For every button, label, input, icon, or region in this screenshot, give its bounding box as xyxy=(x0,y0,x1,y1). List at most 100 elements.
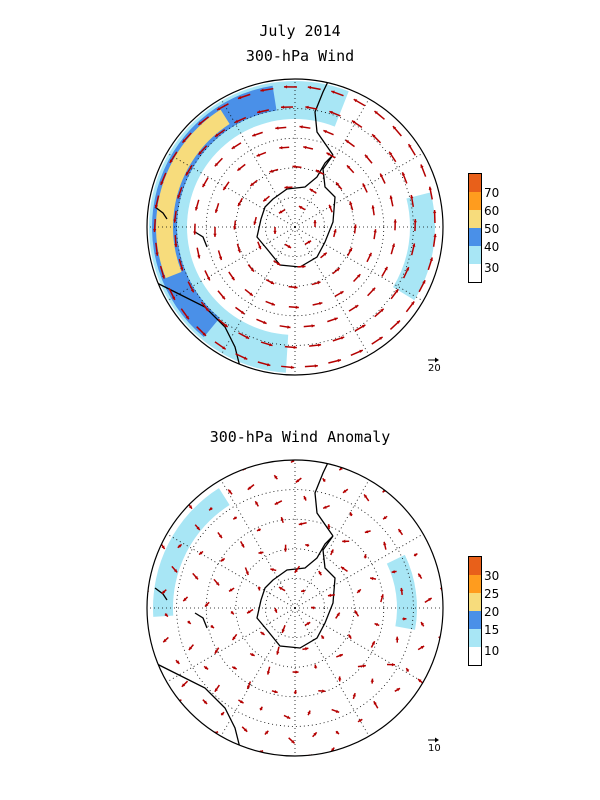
wind-vector-head xyxy=(342,489,347,493)
wind-vector-head xyxy=(205,603,209,607)
meridian-line xyxy=(294,98,370,228)
colorbar-label: 10 xyxy=(484,644,500,658)
wind-vector-head xyxy=(258,245,262,250)
wind-vector-head xyxy=(337,358,341,363)
meridian-line xyxy=(220,607,296,737)
wind-vector-head xyxy=(204,666,209,670)
wind-vector-head xyxy=(293,345,297,349)
wind-vector-head xyxy=(233,666,237,670)
wind-vector xyxy=(202,486,207,491)
wind-vector-head xyxy=(298,206,303,210)
wind-vector-head xyxy=(299,125,303,129)
wind-vector-head xyxy=(335,730,339,735)
meridian-line xyxy=(166,226,296,302)
wind-vector-head xyxy=(379,336,383,341)
wind-vector-head xyxy=(229,588,233,592)
wind-vector-head xyxy=(250,268,254,272)
wind-vector-head xyxy=(194,721,198,726)
wind-vector-head xyxy=(322,689,326,693)
reference-vector-label: 10 xyxy=(428,743,441,754)
latitude-circle xyxy=(264,196,325,257)
wind-vector-head xyxy=(354,610,358,614)
wind-vector-head xyxy=(222,346,226,350)
wind-vector-head xyxy=(280,105,285,109)
colorbar-swatch xyxy=(469,174,481,192)
wind-vector-head xyxy=(274,609,278,613)
wind-vector-head xyxy=(222,469,227,474)
wind-vector-head xyxy=(327,524,331,528)
wind-vector-head xyxy=(391,663,396,667)
wind-vector-head xyxy=(202,332,206,336)
wind-vector-head xyxy=(412,243,416,247)
wind-vector xyxy=(317,460,322,461)
wind-vector-head xyxy=(357,589,361,593)
meridian-line xyxy=(220,479,296,609)
wind-vector-head xyxy=(233,226,237,230)
colorbar-label: 20 xyxy=(484,605,500,619)
wind-vector-head xyxy=(295,479,300,483)
wind-vector-head xyxy=(253,221,257,225)
colorbar-label: 25 xyxy=(484,587,500,601)
wind-vector-head xyxy=(188,505,192,509)
wind-vector-head xyxy=(257,110,261,114)
wind-vector-head xyxy=(256,527,261,532)
wind-vector-head xyxy=(278,210,283,214)
wind-vector xyxy=(167,520,173,526)
wind-vector-head xyxy=(206,276,210,281)
wind-vector-head xyxy=(163,638,167,643)
wind-vector-head xyxy=(368,252,372,257)
colorbar-swatch xyxy=(469,557,481,575)
wind-vector-head xyxy=(317,460,322,461)
wind-vector-head xyxy=(311,606,315,610)
wind-vector-head xyxy=(280,758,283,761)
wind-vector-head xyxy=(176,660,180,664)
wind-vector-head xyxy=(303,495,307,500)
wind-vector-head xyxy=(323,252,327,256)
wind-vector-head xyxy=(252,133,256,137)
reference-vector-label: 20 xyxy=(428,363,441,374)
wind-vector-head xyxy=(314,364,318,368)
wind-vector-head xyxy=(292,165,296,169)
wind-vector-head xyxy=(371,641,375,645)
wind-vector-head xyxy=(290,365,295,369)
wind-vector-head xyxy=(359,349,363,353)
wind-vector-head xyxy=(307,240,312,244)
wind-vector-head xyxy=(374,623,379,627)
wind-vector-head xyxy=(336,268,340,272)
colorbar-swatch xyxy=(469,647,481,665)
wind-vector-head xyxy=(418,679,422,683)
wind-vector xyxy=(147,564,152,569)
wind-vector-head xyxy=(298,522,303,526)
wind-vector-head xyxy=(314,664,318,668)
wind-vector-head xyxy=(413,219,417,223)
wind-vector-head xyxy=(370,678,374,682)
wind-vector-head xyxy=(334,317,338,321)
wind-vector-head xyxy=(174,243,178,248)
reference-vector-head xyxy=(435,737,439,743)
wind-vector-head xyxy=(269,456,272,459)
meridian-line xyxy=(220,226,296,356)
wind-vector-head xyxy=(205,307,209,312)
wind-vector-head xyxy=(220,558,225,562)
reference-vector-arrow xyxy=(428,357,439,363)
wind-vector-head xyxy=(202,183,206,188)
wind-vector-head xyxy=(287,325,291,329)
wind-vector-head xyxy=(333,229,337,233)
wind-vector-head xyxy=(265,730,269,735)
wind-vector-head xyxy=(420,164,424,168)
anomaly-panel-title: 300-hPa Wind Anomaly xyxy=(209,428,391,446)
wind-vector-head xyxy=(232,636,236,641)
wind-vector-head xyxy=(384,266,388,271)
colorbar-swatch xyxy=(469,593,481,611)
wind-vector-head xyxy=(293,690,297,694)
wind-vector-head xyxy=(374,111,378,115)
wind-vector-head xyxy=(371,205,375,209)
africa-coast xyxy=(147,662,241,749)
map-area xyxy=(147,456,443,761)
wind-vector-head xyxy=(245,335,250,339)
wind-vector-head xyxy=(161,590,166,594)
colorbar-swatch xyxy=(469,629,481,647)
new-zealand-coast xyxy=(194,612,208,629)
wind-vector-head xyxy=(152,228,157,233)
wind-vector-head xyxy=(177,544,182,548)
